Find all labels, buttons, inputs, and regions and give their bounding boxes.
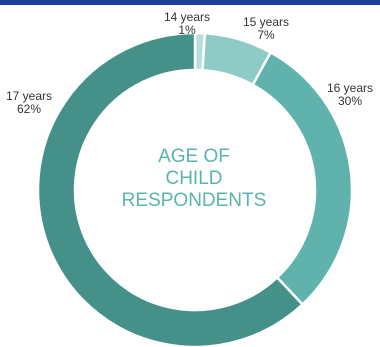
top-accent-bar [0,0,380,5]
slice-label-16-years: 16 years 30% [327,82,373,108]
donut-slice-17-years [36,31,305,347]
center-title-line-1: AGE OF [158,146,230,167]
slice-label-17-years: 17 years 62% [6,90,52,116]
slice-label-15-years: 15 years 7% [243,16,289,42]
slice-label-name: 15 years [243,15,290,29]
slice-label-name: 14 years [164,10,211,24]
slice-label-percent: 1% [178,23,196,37]
slice-label-percent: 30% [338,94,363,108]
center-title-line-2: CHILD [165,168,223,189]
slice-label-percent: 7% [257,28,275,42]
slice-label-name: 16 years [327,81,374,95]
slice-label-name: 17 years [6,89,53,103]
slice-label-14-years: 14 years 1% [164,11,210,37]
slice-label-percent: 62% [17,102,42,116]
center-title-line-3: RESPONDENTS [121,190,267,211]
chart-center-title: AGE OF CHILD RESPONDENTS [104,146,284,212]
